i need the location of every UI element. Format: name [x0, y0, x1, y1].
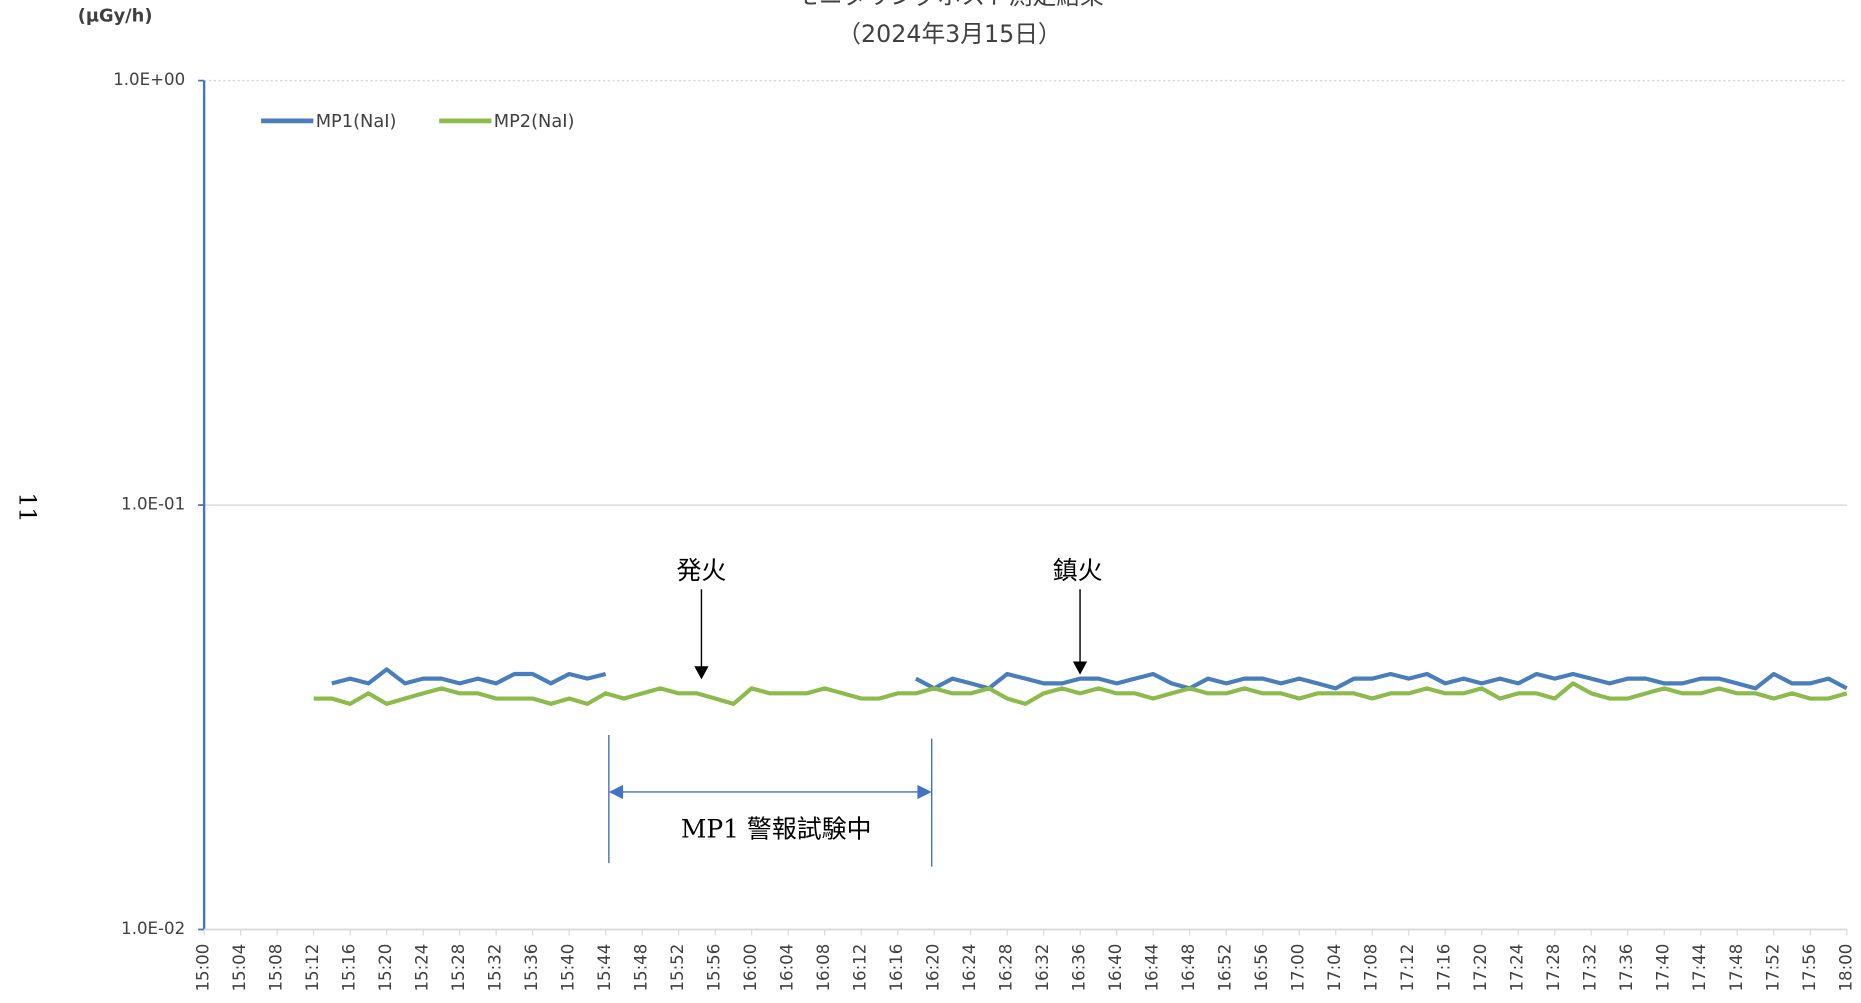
- y-tick-label: 1.0E-01: [121, 495, 185, 514]
- annotation: MP1 警報試験中: [681, 815, 872, 844]
- x-tick-label: 17:28: [1544, 944, 1563, 992]
- x-tick-label: 15:16: [340, 944, 359, 992]
- x-tick-label: 17:48: [1727, 944, 1746, 992]
- arrow-head: [1072, 661, 1088, 675]
- page-number: 11: [14, 492, 42, 522]
- chart-subtitle: （2024年3月15日）: [837, 20, 1061, 48]
- x-tick-label: 17:16: [1435, 944, 1454, 992]
- chart-title: モニタリングポスト測定結果: [795, 0, 1104, 10]
- y-tick-label: 1.0E+00: [113, 70, 185, 89]
- legend-label: MP1(NaI): [316, 111, 397, 132]
- x-tick-label: 17:52: [1763, 944, 1782, 992]
- x-tick-label: 16:04: [778, 944, 797, 992]
- x-tick-label: 16:56: [1252, 944, 1271, 992]
- x-tick-label: 16:40: [1106, 944, 1125, 992]
- annotations: 発火 鎮火 MP1 警報試験中: [608, 556, 1103, 867]
- x-tick-label: 17:44: [1690, 944, 1709, 992]
- x-tick-label: 16:16: [887, 944, 906, 992]
- x-tick-label: 17:12: [1398, 944, 1417, 992]
- x-tick-label: 17:24: [1508, 944, 1527, 992]
- annotation: 発火: [677, 556, 727, 585]
- x-tick-label: 16:52: [1216, 944, 1235, 992]
- x-tick-label: 16:08: [814, 944, 833, 992]
- x-tick-label: 16:36: [1070, 944, 1089, 992]
- x-tick-label: 18:00: [1836, 944, 1855, 992]
- x-tick-label: 17:56: [1800, 944, 1819, 992]
- x-tick-label: 16:32: [1033, 944, 1052, 992]
- x-tick-label: 17:32: [1581, 944, 1600, 992]
- x-tick-label: 17:00: [1289, 944, 1308, 992]
- x-tick-label: 17:40: [1654, 944, 1673, 992]
- y-axis-label: (µGy/h): [78, 6, 153, 27]
- legend-label: MP2(NaI): [494, 111, 575, 132]
- x-tick-label: 16:12: [851, 944, 870, 992]
- x-tick-label: 15:32: [486, 944, 505, 992]
- x-tick-label: 17:08: [1362, 944, 1381, 992]
- x-tick-label: 15:20: [376, 944, 395, 992]
- x-tick-label: 16:44: [1143, 944, 1162, 992]
- x-tick-label: 16:48: [1179, 944, 1198, 992]
- x-tick-label: 17:04: [1325, 944, 1344, 992]
- x-tick-label: 15:12: [303, 944, 322, 992]
- grid: [204, 79, 1847, 506]
- arrow-head: [694, 666, 709, 680]
- annotation: 鎮火: [1053, 556, 1103, 585]
- x-tick-label: 15:36: [522, 944, 541, 992]
- y-tick-label: 1.0E-02: [121, 919, 185, 938]
- x-tick-label: 15:56: [705, 944, 724, 992]
- x-tick-label: 16:00: [741, 944, 760, 992]
- series-line: [331, 667, 1848, 691]
- x-tick-label: 15:44: [595, 944, 614, 992]
- x-tick-label: 15:48: [632, 944, 651, 992]
- x-tick-label: 17:36: [1617, 944, 1636, 992]
- x-tick-label: 15:24: [413, 944, 432, 992]
- x-tick-label: 17:20: [1471, 944, 1490, 992]
- x-tick-label: 15:52: [668, 944, 687, 992]
- x-tick-label: 15:08: [267, 944, 286, 992]
- series-line: [313, 681, 1848, 706]
- x-tick-label: 15:28: [449, 944, 468, 992]
- x-tick-label: 15:00: [194, 944, 213, 992]
- x-tick-label: 16:20: [924, 944, 943, 992]
- x-tick-label: 15:40: [559, 944, 578, 992]
- x-tick-label: 15:04: [230, 944, 249, 992]
- x-tick-label: 16:28: [997, 944, 1016, 992]
- x-tick-label: 16:24: [960, 944, 979, 992]
